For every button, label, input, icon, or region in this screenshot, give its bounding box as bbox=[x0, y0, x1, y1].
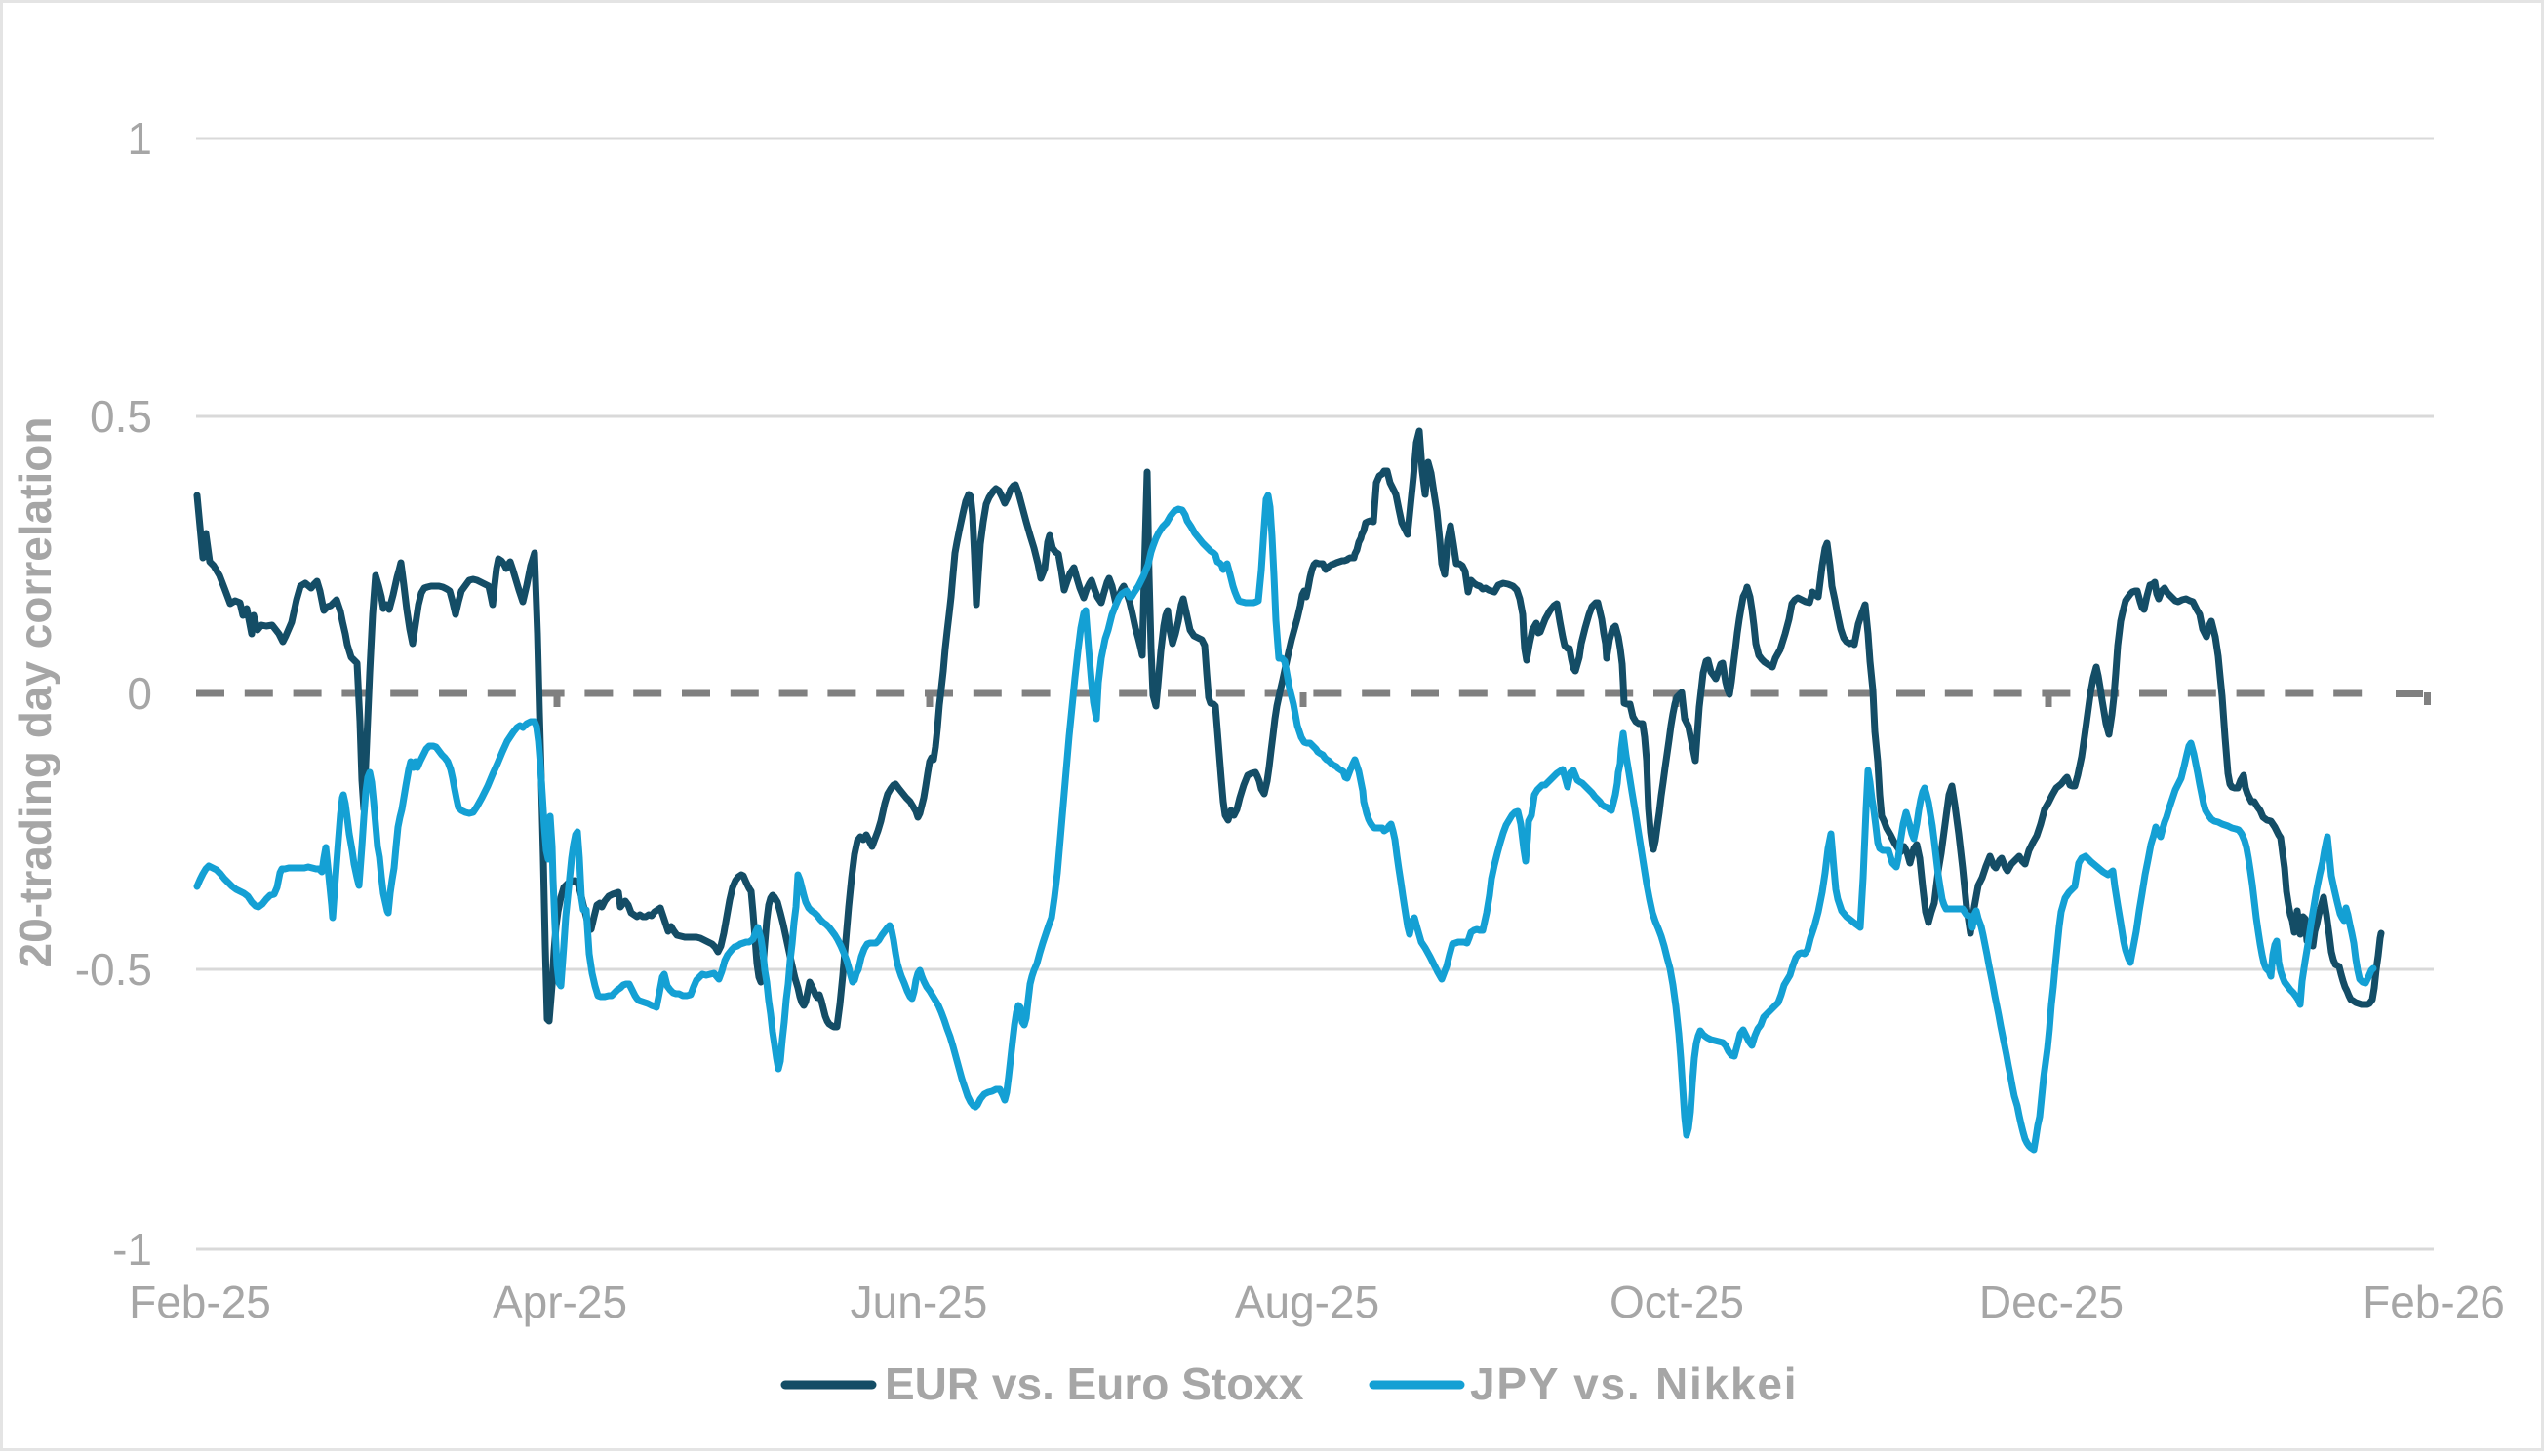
svg-text:Oct-25: Oct-25 bbox=[1610, 1277, 1744, 1327]
svg-text:Apr-25: Apr-25 bbox=[493, 1277, 627, 1327]
svg-text:0: 0 bbox=[127, 668, 152, 719]
svg-text:Aug-25: Aug-25 bbox=[1235, 1277, 1379, 1327]
svg-text:-0.5: -0.5 bbox=[75, 944, 152, 995]
svg-text:Dec-25: Dec-25 bbox=[1979, 1277, 2124, 1327]
svg-text:1: 1 bbox=[127, 113, 152, 164]
svg-text:20-trading day correlation: 20-trading day correlation bbox=[10, 417, 60, 968]
svg-text:Jun-25: Jun-25 bbox=[851, 1277, 988, 1327]
svg-text:Feb-26: Feb-26 bbox=[2363, 1277, 2505, 1327]
svg-text:0.5: 0.5 bbox=[90, 391, 152, 442]
svg-text:EUR vs. Euro Stoxx: EUR vs. Euro Stoxx bbox=[885, 1358, 1304, 1409]
svg-text:JPY vs. Nikkei: JPY vs. Nikkei bbox=[1470, 1358, 1798, 1409]
svg-text:-1: -1 bbox=[112, 1224, 152, 1275]
svg-text:Feb-25: Feb-25 bbox=[129, 1277, 271, 1327]
